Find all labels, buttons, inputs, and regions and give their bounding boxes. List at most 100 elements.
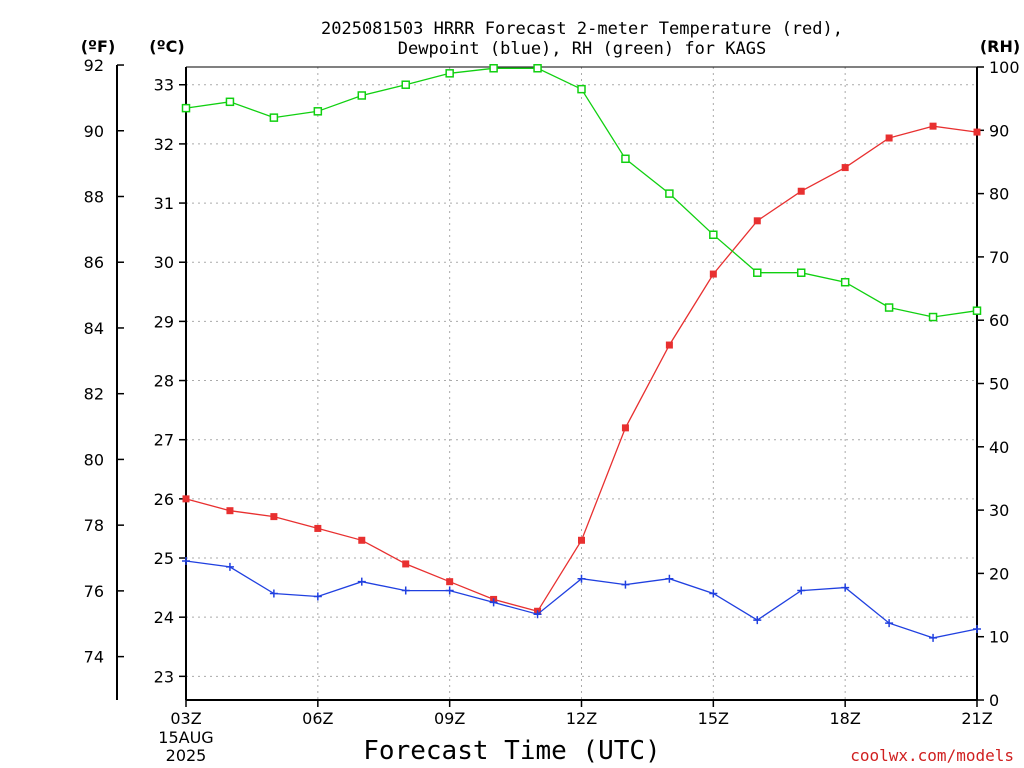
rh-point xyxy=(533,64,542,73)
series-dewpoint xyxy=(182,556,981,642)
temperature-point xyxy=(358,536,366,544)
celsius-tick-label: 24 xyxy=(154,608,174,627)
dewpoint-point xyxy=(973,625,981,634)
celsius-tick-label: 33 xyxy=(154,76,174,95)
rh-point xyxy=(269,113,279,122)
x-tick-label: 06Z xyxy=(302,709,333,728)
rh-tick-label: 30 xyxy=(989,501,1009,520)
celsius-axis-unit: (ºC) xyxy=(149,37,184,56)
rh-point xyxy=(709,230,718,239)
temperature-point xyxy=(797,187,805,195)
series-rh xyxy=(181,64,982,322)
temperature-point xyxy=(885,134,893,142)
temperature-point xyxy=(929,122,937,130)
dewpoint-point xyxy=(885,619,894,628)
fahrenheit-tick-label: 78 xyxy=(84,516,104,535)
x-tick-label: 09Z xyxy=(434,709,465,728)
x-tick-label: 15Z xyxy=(698,709,729,728)
temperature-point xyxy=(182,495,190,503)
dewpoint-point xyxy=(489,598,498,607)
chart-title: 2025081503 HRRR Forecast 2-meter Tempera… xyxy=(321,19,843,59)
fahrenheit-tick-label: 92 xyxy=(84,56,104,75)
dewpoint-point xyxy=(929,633,938,642)
rh-point xyxy=(577,84,586,94)
rh-tick-label: 70 xyxy=(989,248,1009,267)
temperature-point xyxy=(621,424,629,432)
temperature-point xyxy=(270,513,278,521)
celsius-tick-label: 25 xyxy=(154,549,174,568)
fahrenheit-tick-label: 86 xyxy=(84,253,104,272)
rh-point xyxy=(181,103,191,113)
temperature-point xyxy=(446,578,454,586)
temperature-point xyxy=(226,507,234,515)
credit-text: coolwx.com/models xyxy=(850,746,1014,765)
rh-point xyxy=(357,91,367,100)
rh-line xyxy=(185,67,978,318)
grid-lines xyxy=(186,67,977,700)
fahrenheit-tick-label: 90 xyxy=(84,122,104,141)
fahrenheit-tick-label: 80 xyxy=(84,450,104,469)
fahrenheit-tick-label: 74 xyxy=(84,648,104,667)
celsius-tick-label: 32 xyxy=(154,135,174,154)
dewpoint-point xyxy=(577,574,586,583)
x-tick-label: 21Z xyxy=(961,709,992,728)
rh-point xyxy=(401,80,410,89)
rh-tick-label: 80 xyxy=(989,185,1009,204)
date-label-year: 2025 xyxy=(166,746,207,765)
rh-point xyxy=(225,97,235,107)
rh-tick-label: 20 xyxy=(989,564,1009,583)
fahrenheit-tick-label: 82 xyxy=(84,385,104,404)
dewpoint-point xyxy=(665,574,674,583)
rh-point xyxy=(796,268,806,277)
rh-point xyxy=(972,306,982,315)
dewpoint-point xyxy=(797,586,806,595)
x-tick-label: 18Z xyxy=(830,709,861,728)
rh-point xyxy=(928,312,938,322)
celsius-tick-label: 23 xyxy=(154,667,174,686)
celsius-tick-label: 26 xyxy=(154,490,174,509)
fahrenheit-tick-label: 84 xyxy=(84,319,104,338)
fahrenheit-axis-unit: (ºF) xyxy=(81,37,116,56)
dewpoint-point xyxy=(401,586,410,595)
dewpoint-point xyxy=(445,586,454,595)
celsius-tick-label: 30 xyxy=(154,253,174,272)
x-axis-label: Forecast Time (UTC) xyxy=(363,736,660,766)
celsius-tick-label: 27 xyxy=(154,431,174,450)
dewpoint-point xyxy=(841,583,850,592)
rh-tick-label: 40 xyxy=(989,438,1009,457)
temperature-point xyxy=(753,217,761,225)
temperature-point xyxy=(841,164,849,172)
dewpoint-point xyxy=(621,580,630,589)
temperature-point xyxy=(973,128,981,136)
axes xyxy=(116,65,978,701)
celsius-tick-label: 28 xyxy=(154,372,174,391)
dewpoint-point xyxy=(269,589,278,598)
dewpoint-point xyxy=(709,589,718,598)
dewpoint-point xyxy=(753,616,762,625)
data-series xyxy=(181,64,982,642)
temperature-point xyxy=(665,341,673,349)
rh-tick-label: 0 xyxy=(989,691,999,710)
rh-point xyxy=(753,268,762,277)
temperature-point xyxy=(402,560,410,568)
rh-tick-label: 10 xyxy=(989,628,1009,647)
x-tick-label: 03Z xyxy=(170,709,201,728)
dewpoint-point xyxy=(533,610,542,619)
rh-point xyxy=(884,303,894,312)
rh-point xyxy=(445,69,454,78)
fahrenheit-tick-label: 88 xyxy=(84,187,104,206)
dewpoint-point xyxy=(357,577,366,586)
dewpoint-point xyxy=(225,562,234,571)
rh-point xyxy=(313,107,323,116)
temperature-point xyxy=(314,524,322,532)
celsius-tick-label: 31 xyxy=(154,194,174,213)
rh-point xyxy=(489,64,498,73)
dewpoint-point xyxy=(313,592,322,601)
rh-point xyxy=(840,277,850,287)
x-tick-label: 12Z xyxy=(566,709,597,728)
rh-tick-label: 50 xyxy=(989,375,1009,394)
rh-tick-label: 60 xyxy=(989,311,1009,330)
celsius-tick-label: 29 xyxy=(154,312,174,331)
temperature-point xyxy=(578,536,585,544)
